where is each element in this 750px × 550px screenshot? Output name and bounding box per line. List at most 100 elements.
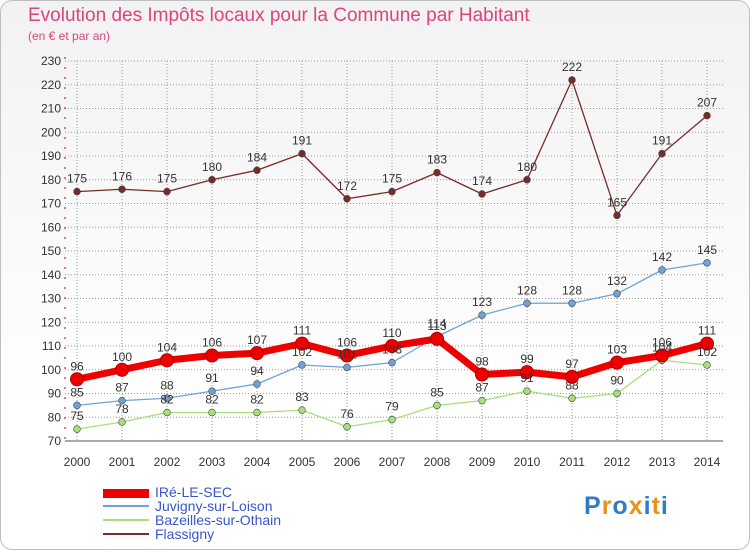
legend-swatch: [103, 519, 149, 521]
x-tick-label: 2006: [334, 455, 361, 469]
data-point-ir-le-sec: [655, 348, 669, 363]
data-point-ir-le-sec: [115, 362, 129, 377]
y-tick-label: 70: [48, 434, 62, 448]
legend-swatch: [103, 533, 149, 535]
data-point-ir-le-sec: [250, 346, 264, 361]
grid-layer: [65, 60, 723, 442]
x-tick-label: 2003: [199, 455, 226, 469]
data-point-flassigny: [73, 187, 81, 196]
axis-layer: 7080901001101201301401501601701801902002…: [41, 54, 723, 469]
data-label-bazeilles-sur-othain: 87: [475, 381, 489, 395]
data-point-flassigny: [568, 76, 576, 84]
data-label-ir-le-sec: 111: [293, 324, 312, 338]
data-point-bazeilles-sur-othain: [73, 425, 81, 433]
legend-label: Bazeilles-sur-Othain: [155, 512, 282, 528]
data-point-flassigny: [208, 176, 216, 184]
data-point-juvigny-sur-loison: [613, 290, 621, 298]
data-label-ir-le-sec: 106: [202, 336, 222, 350]
data-point-juvigny-sur-loison: [343, 363, 351, 372]
logo-letter: i: [660, 492, 669, 520]
x-tick-label: 2004: [244, 455, 271, 469]
legend-label: Juvigny-sur-Loison: [155, 498, 273, 514]
data-label-ir-le-sec: 97: [565, 357, 579, 371]
data-label-ir-le-sec: 98: [475, 355, 489, 369]
data-point-juvigny-sur-loison: [253, 380, 261, 388]
data-label-flassigny: 207: [697, 96, 717, 110]
data-label-bazeilles-sur-othain: 102: [697, 345, 717, 359]
logo-letter: t: [651, 492, 661, 520]
data-point-bazeilles-sur-othain: [523, 387, 531, 395]
x-tick-label: 2005: [289, 455, 316, 469]
y-tick-label: 110: [42, 339, 61, 353]
data-label-juvigny-sur-loison: 103: [382, 343, 402, 357]
y-tick-label: 130: [41, 292, 61, 306]
y-tick-label: 210: [41, 102, 61, 116]
data-point-ir-le-sec: [340, 348, 354, 363]
data-label-juvigny-sur-loison: 123: [472, 295, 492, 309]
data-label-juvigny-sur-loison: 132: [607, 274, 627, 288]
data-label-ir-le-sec: 100: [112, 350, 132, 364]
x-tick-label: 2009: [469, 455, 496, 469]
logo-letter: P: [584, 492, 602, 520]
data-point-juvigny-sur-loison: [73, 401, 81, 410]
data-point-juvigny-sur-loison: [163, 394, 171, 402]
data-label-juvigny-sur-loison: 102: [292, 345, 312, 359]
data-point-juvigny-sur-loison: [388, 358, 396, 367]
data-point-ir-le-sec: [385, 339, 399, 353]
y-tick-label: 200: [41, 125, 61, 139]
data-point-ir-le-sec: [205, 348, 219, 363]
data-point-flassigny: [658, 149, 666, 158]
y-tick-label: 220: [41, 78, 61, 92]
x-tick-label: 2001: [109, 455, 136, 469]
data-label-ir-le-sec: 96: [70, 359, 84, 373]
data-label-ir-le-sec: 107: [247, 333, 267, 347]
data-label-ir-le-sec: 103: [607, 343, 627, 357]
data-label-bazeilles-sur-othain: 91: [520, 371, 534, 385]
data-point-juvigny-sur-loison: [523, 299, 531, 307]
x-tick-label: 2012: [604, 455, 631, 469]
data-point-ir-le-sec: [700, 336, 714, 351]
logo-letter: r: [601, 492, 613, 520]
data-label-bazeilles-sur-othain: 78: [115, 402, 129, 416]
data-label-ir-le-sec: 104: [157, 340, 177, 354]
data-label-bazeilles-sur-othain: 82: [205, 393, 219, 407]
y-tick-label: 230: [41, 54, 61, 68]
data-point-juvigny-sur-loison: [298, 361, 306, 369]
x-tick-label: 2010: [514, 455, 541, 469]
y-tick-label: 80: [48, 410, 62, 424]
chart-title: Evolution des Impôts locaux pour la Comm…: [28, 5, 530, 26]
legend-swatch: [103, 505, 149, 507]
data-label-bazeilles-sur-othain: 79: [385, 400, 399, 414]
chart-subtitle: (en € et par an): [28, 29, 111, 43]
data-point-flassigny: [478, 190, 486, 198]
legend-swatch: [103, 489, 149, 498]
data-label-bazeilles-sur-othain: 85: [430, 385, 444, 399]
data-point-bazeilles-sur-othain: [118, 418, 126, 426]
data-point-juvigny-sur-loison: [118, 396, 126, 405]
data-label-juvigny-sur-loison: 85: [70, 385, 84, 399]
x-tick-label: 2008: [424, 455, 451, 469]
data-label-bazeilles-sur-othain: 75: [70, 409, 84, 423]
data-label-bazeilles-sur-othain: 90: [610, 374, 624, 388]
data-point-flassigny: [253, 166, 261, 174]
data-label-bazeilles-sur-othain: 104: [652, 340, 672, 354]
data-label-juvigny-sur-loison: 145: [697, 243, 717, 257]
data-label-bazeilles-sur-othain: 83: [295, 390, 309, 404]
data-label-juvigny-sur-loison: 101: [337, 347, 357, 361]
data-point-bazeilles-sur-othain: [208, 408, 216, 417]
data-point-flassigny: [298, 149, 306, 158]
y-tick-label: 120: [41, 315, 61, 329]
data-label-juvigny-sur-loison: 114: [427, 317, 446, 331]
data-label-juvigny-sur-loison: 94: [250, 364, 264, 378]
data-point-bazeilles-sur-othain: [568, 394, 576, 402]
x-tick-label: 2000: [64, 455, 91, 469]
data-point-bazeilles-sur-othain: [703, 361, 711, 369]
data-point-flassigny: [388, 187, 396, 196]
logo-letter: i: [643, 492, 652, 520]
series-layer: [70, 76, 714, 433]
data-point-juvigny-sur-loison: [478, 311, 486, 319]
data-point-ir-le-sec: [70, 372, 84, 387]
data-label-flassigny: 175: [67, 172, 87, 186]
